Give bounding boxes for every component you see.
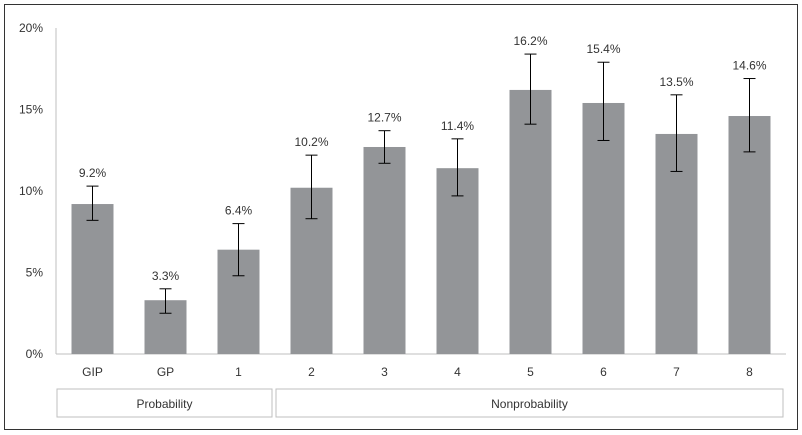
group-label: Nonprobability bbox=[491, 397, 568, 411]
data-label: 9.2% bbox=[79, 166, 107, 180]
data-label: 14.6% bbox=[732, 59, 766, 73]
data-label: 3.3% bbox=[152, 269, 180, 283]
x-tick-label: 4 bbox=[454, 365, 461, 379]
data-label: 6.4% bbox=[225, 204, 253, 218]
y-tick-label: 5% bbox=[26, 266, 44, 280]
bar bbox=[71, 204, 114, 354]
x-tick-label: 1 bbox=[235, 365, 242, 379]
data-label: 11.4% bbox=[441, 119, 474, 133]
y-tick-label: 0% bbox=[26, 347, 44, 361]
x-tick-label: 3 bbox=[381, 365, 388, 379]
x-tick-label: GIP bbox=[82, 365, 103, 379]
x-tick-label: 7 bbox=[673, 365, 680, 379]
bar bbox=[363, 146, 406, 354]
data-label: 10.2% bbox=[294, 135, 328, 149]
bar bbox=[509, 89, 552, 354]
data-label: 12.7% bbox=[367, 111, 401, 125]
y-tick-label: 15% bbox=[19, 103, 43, 117]
x-tick-label: 5 bbox=[527, 365, 534, 379]
y-tick-label: 20% bbox=[19, 21, 43, 35]
data-label: 15.4% bbox=[586, 42, 620, 56]
y-tick-label: 10% bbox=[19, 184, 43, 198]
data-label: 13.5% bbox=[659, 75, 693, 89]
x-tick-label: GP bbox=[157, 365, 174, 379]
group-box bbox=[275, 388, 784, 418]
bar bbox=[582, 102, 625, 354]
x-tick-label: 8 bbox=[746, 365, 753, 379]
x-tick-label: 6 bbox=[600, 365, 607, 379]
data-label: 16.2% bbox=[513, 34, 547, 48]
x-tick-label: 2 bbox=[308, 365, 315, 379]
bar bbox=[728, 116, 771, 355]
bar bbox=[436, 168, 479, 354]
group-box bbox=[56, 388, 273, 418]
group-label: Probability bbox=[136, 397, 192, 411]
